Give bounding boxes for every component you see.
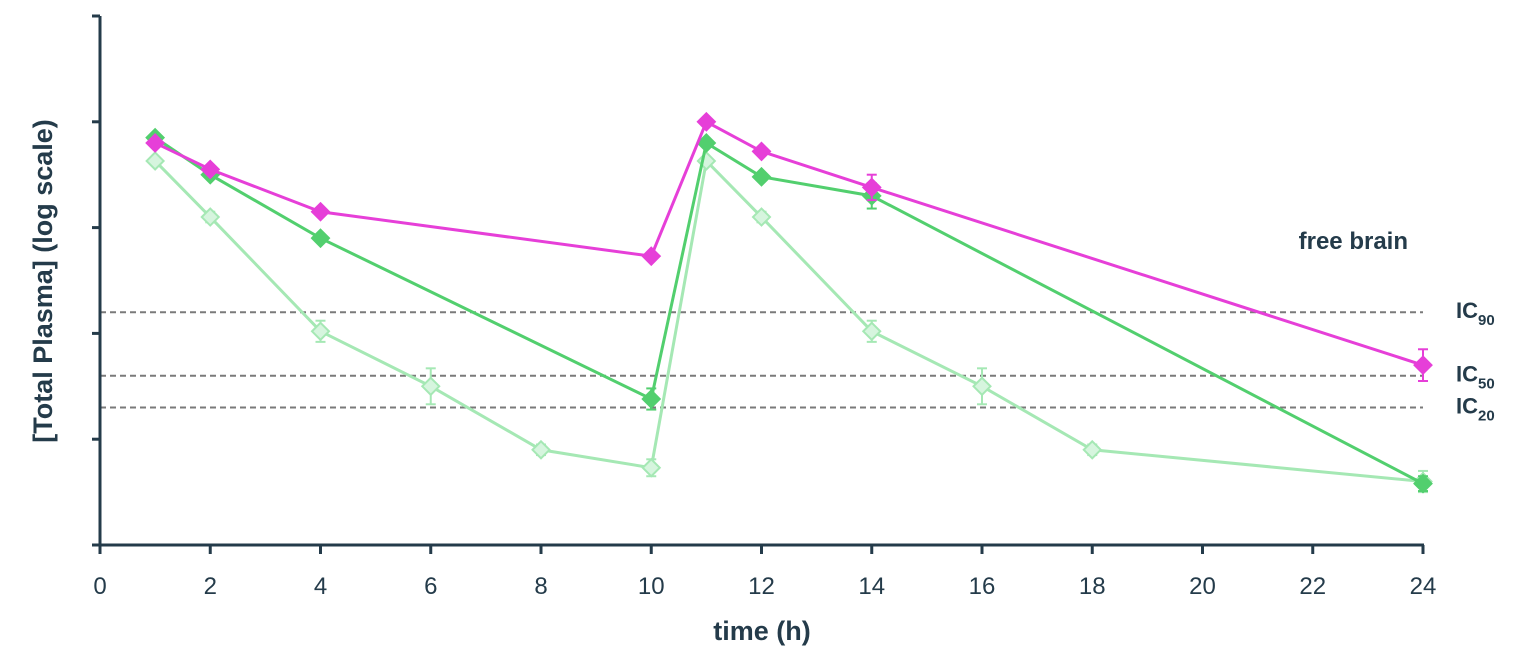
- data-point-diamond: [145, 151, 166, 171]
- series-layer: [145, 111, 1433, 494]
- data-point-diamond: [696, 111, 717, 132]
- series-line: [154, 157, 1424, 484]
- data-point-diamond: [972, 376, 992, 397]
- x-tick-label: 10: [638, 573, 665, 600]
- reference-label: IC90: [1456, 298, 1495, 329]
- data-point-diamond: [531, 439, 551, 460]
- y-axis-title: [Total Plasma] (log scale): [28, 119, 58, 443]
- data-point-diamond: [310, 228, 331, 249]
- data-point-diamond: [696, 133, 717, 153]
- x-tick-label: 8: [534, 573, 547, 600]
- x-tick-label: 14: [858, 573, 885, 600]
- series-1: [145, 127, 1433, 494]
- data-point-diamond: [310, 201, 331, 222]
- series-0: [145, 111, 1433, 383]
- series-2: [145, 151, 1433, 494]
- x-tick-label: 18: [1079, 573, 1106, 600]
- reference-label: IC50: [1456, 362, 1495, 393]
- data-point-diamond: [1082, 439, 1103, 460]
- data-point-diamond: [641, 457, 662, 478]
- data-point-diamond: [751, 207, 772, 227]
- x-tick-label: 16: [969, 573, 996, 600]
- x-tick-label: 24: [1410, 573, 1437, 600]
- x-axis-title: time (h): [713, 616, 811, 646]
- data-point-diamond: [1413, 355, 1433, 376]
- data-point-diamond: [751, 166, 772, 187]
- data-point-diamond: [751, 141, 772, 162]
- x-tick-label: 2: [204, 573, 217, 600]
- x-axis-ticks: 0 2 4 6 8 10 12 14 16 18 20 22 24: [93, 545, 1436, 600]
- data-point-diamond: [641, 246, 662, 267]
- series-line: [154, 119, 1424, 367]
- data-point-diamond: [310, 321, 331, 342]
- x-tick-label: 12: [748, 573, 775, 600]
- free-brain-annotation: free brain: [1299, 228, 1408, 255]
- reference-label: IC20: [1456, 393, 1495, 424]
- data-point-diamond: [861, 321, 882, 342]
- x-tick-label: 20: [1189, 573, 1216, 600]
- data-point-diamond: [641, 389, 662, 409]
- x-tick-label: 6: [424, 573, 437, 600]
- data-point-diamond: [200, 207, 221, 227]
- x-tick-label: 0: [93, 573, 106, 600]
- data-point-diamond: [1413, 473, 1433, 494]
- data-point-diamond: [145, 133, 166, 153]
- x-tick-label: 4: [314, 573, 327, 600]
- data-point-diamond: [200, 159, 221, 180]
- y-axis-ticks: [92, 14, 100, 547]
- series-line: [154, 136, 1424, 485]
- data-point-diamond: [420, 376, 441, 397]
- reference-lines: [100, 311, 1423, 409]
- x-tick-label: 22: [1299, 573, 1326, 600]
- data-point-diamond: [861, 177, 882, 198]
